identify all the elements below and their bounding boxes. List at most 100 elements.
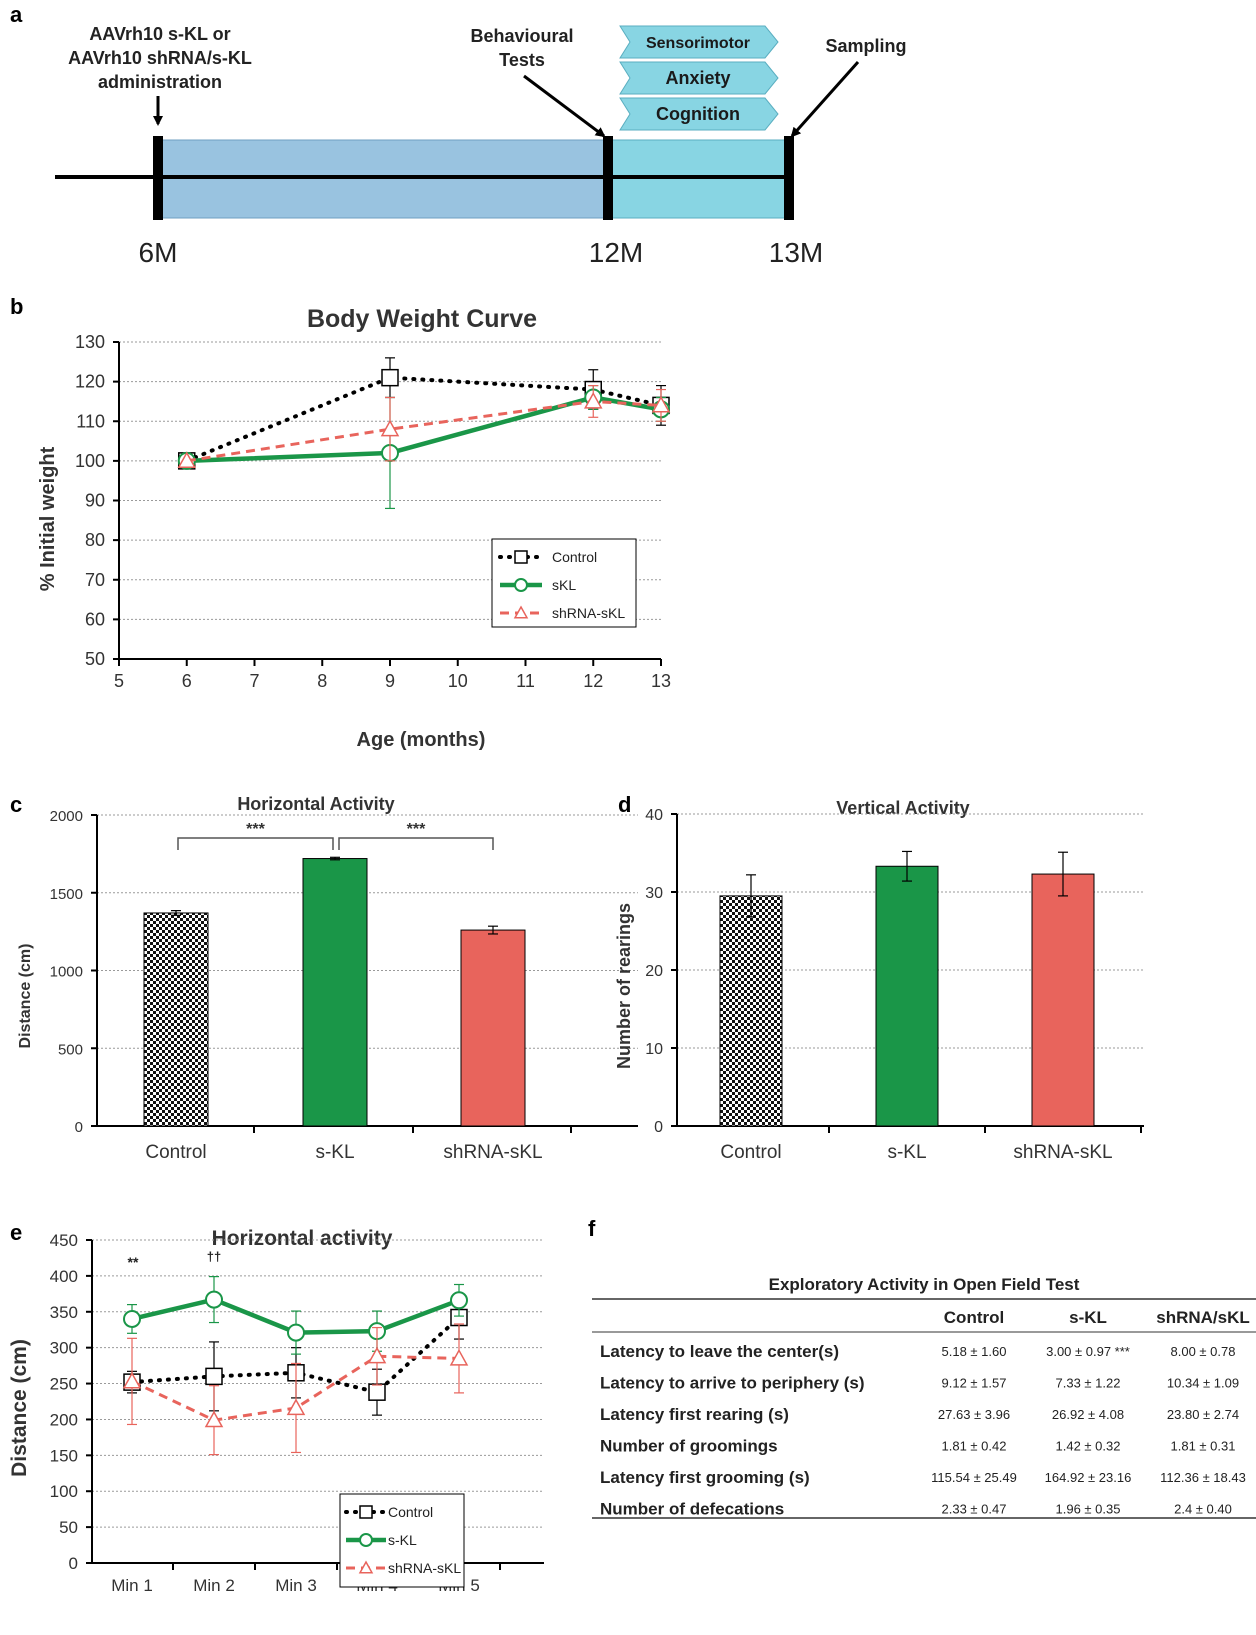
- legend-label: shRNA-sKL: [552, 605, 625, 621]
- panel-label-a: a: [10, 2, 23, 27]
- time-label-6m: 6M: [139, 237, 178, 268]
- data-point: [204, 1410, 224, 1428]
- y-tick-label: 50: [59, 1518, 78, 1537]
- significance-bracket: [177, 837, 334, 850]
- y-tick-label: 1500: [50, 886, 83, 903]
- table-row-label: Latency to leave the center(s): [600, 1342, 839, 1361]
- legend-label: Control: [552, 549, 597, 565]
- test-arrow-sensorimotor: [619, 25, 779, 59]
- chart-c-ylabel: Distance (cm): [17, 944, 34, 1049]
- admin-label-line-2: AAVrh10 shRNA/s-KL: [68, 48, 252, 68]
- chart-b-xlabel: Age (months): [357, 729, 486, 751]
- data-point: [381, 368, 399, 387]
- data-point: [367, 1346, 387, 1364]
- chart-c-plot-area: 0 500 1000 1500 2000 Control s-KL shRNA-sKL *** *…: [50, 808, 638, 1163]
- chart-b-ylabel: % Initial weight: [37, 446, 59, 591]
- time-label-13m: 13M: [769, 237, 823, 268]
- data-point: [177, 451, 197, 469]
- table-cell: 5.18 ± 1.60: [942, 1344, 1007, 1359]
- data-point: [122, 1371, 142, 1389]
- data-point: [287, 1323, 305, 1342]
- admin-label-line-1: AAVrh10 s-KL or: [89, 24, 230, 44]
- data-point: [368, 1383, 386, 1401]
- table-row-label: Latency first rearing (s): [600, 1405, 789, 1424]
- y-tick-label: 500: [58, 1041, 83, 1058]
- bar-s-kl: [302, 858, 368, 1127]
- y-tick-label: 60: [85, 609, 105, 629]
- data-point: [123, 1309, 141, 1328]
- table-cell: 112.36 ± 18.43: [1160, 1470, 1246, 1485]
- chart-c-title: Horizontal Activity: [237, 794, 394, 814]
- behaviour-label-line-2: Tests: [499, 50, 545, 70]
- time-label-12m: 12M: [589, 237, 643, 268]
- data-point: [205, 1290, 223, 1309]
- table-cell: 1.81 ± 0.31: [1171, 1439, 1236, 1454]
- chart-e-title: Horizontal activity: [212, 1227, 393, 1250]
- bar-control: [143, 912, 209, 1127]
- table-cell: 8.00 ± 0.78: [1171, 1344, 1236, 1359]
- panel-label-e: e: [10, 1220, 22, 1245]
- legend-marker: [358, 1560, 374, 1574]
- chart-b-title: Body Weight Curve: [307, 305, 537, 333]
- y-tick-label: 130: [75, 332, 105, 352]
- chart-b-plot-area: 50 60 70 80 90 100 110 120 130 5 6 7 8 9 10 11 12 13 Contr…: [75, 332, 671, 691]
- timeline-tick-6m: [153, 136, 163, 220]
- legend-marker: [513, 605, 529, 619]
- annotation-min2: ††: [207, 1249, 221, 1264]
- table-cell: 1.96 ± 0.35: [1056, 1502, 1121, 1517]
- legend-marker: [514, 578, 528, 592]
- series-line-shrna-skl: [186, 399, 662, 463]
- table-cell: 2.4 ± 0.40: [1174, 1502, 1232, 1517]
- y-tick-label: 350: [50, 1303, 78, 1322]
- table-row-label: Number of groomings: [600, 1437, 778, 1456]
- legend-marker: [359, 1533, 373, 1547]
- legend-label: Control: [388, 1504, 433, 1520]
- category-label: s-KL: [315, 1142, 354, 1163]
- x-tick-label: 6: [182, 671, 192, 691]
- table-cell: 27.63 ± 3.96: [938, 1407, 1010, 1422]
- table-cell: 1.81 ± 0.42: [942, 1439, 1007, 1454]
- significance-stars: ***: [246, 821, 265, 838]
- x-tick-label: 13: [651, 671, 671, 691]
- category-label: Min 3: [275, 1576, 317, 1595]
- category-label: s-KL: [887, 1142, 926, 1163]
- data-point: [583, 391, 603, 409]
- y-tick-label: 150: [50, 1446, 78, 1465]
- chart-b-legend: Control sKL shRNA-sKL: [491, 538, 637, 628]
- chart-e-ylabel: Distance (cm): [8, 1339, 31, 1477]
- test-label-anxiety: Anxiety: [665, 68, 730, 88]
- test-arrow-anxiety: [619, 61, 779, 95]
- y-tick-label: 120: [75, 372, 105, 392]
- panel-label-c: c: [10, 792, 22, 817]
- table-f-col-shrna: shRNA/sKL: [1156, 1308, 1250, 1327]
- bar-s-kl: [875, 865, 939, 1127]
- significance-bracket: [338, 837, 494, 850]
- table-row-label: Latency first grooming (s): [600, 1468, 810, 1487]
- sampling-label: Sampling: [825, 36, 906, 56]
- data-point: [651, 395, 671, 413]
- test-label-sensorimotor: Sensorimotor: [646, 35, 750, 52]
- annotation-min1: **: [128, 1254, 139, 1270]
- series-line-skl: [186, 395, 662, 464]
- panel-label-f: f: [588, 1216, 596, 1241]
- table-cell: 3.00 ± 0.97 ***: [1046, 1344, 1130, 1359]
- y-tick-label: 90: [85, 491, 105, 511]
- y-tick-label: 10: [645, 1041, 663, 1058]
- behaviour-label-line-1: Behavioural: [470, 26, 573, 46]
- table-row-label: Latency to arrive to periphery (s): [600, 1374, 865, 1393]
- table-cell: 7.33 ± 1.22: [1056, 1376, 1121, 1391]
- table-cell: 10.34 ± 1.09: [1167, 1376, 1239, 1391]
- bar-control: [719, 895, 783, 1127]
- y-tick-label: 450: [50, 1231, 78, 1250]
- chart-d-title: Vertical Activity: [836, 798, 969, 818]
- panel-label-b: b: [10, 294, 23, 319]
- y-tick-label: 300: [50, 1339, 78, 1358]
- data-point: [450, 1291, 468, 1310]
- chart-d-plot-area: 0 10 20 30 40 Control s-KL shRNA-sKL: [645, 807, 1144, 1163]
- panel-e-horizontal-activity-per-minute: e Horizontal activity Distance (cm) 0 50 1…: [8, 1220, 544, 1595]
- y-tick-label: 110: [76, 411, 105, 431]
- legend-marker: [359, 1505, 373, 1519]
- legend-label: shRNA-sKL: [388, 1560, 461, 1576]
- category-label: Control: [720, 1142, 781, 1163]
